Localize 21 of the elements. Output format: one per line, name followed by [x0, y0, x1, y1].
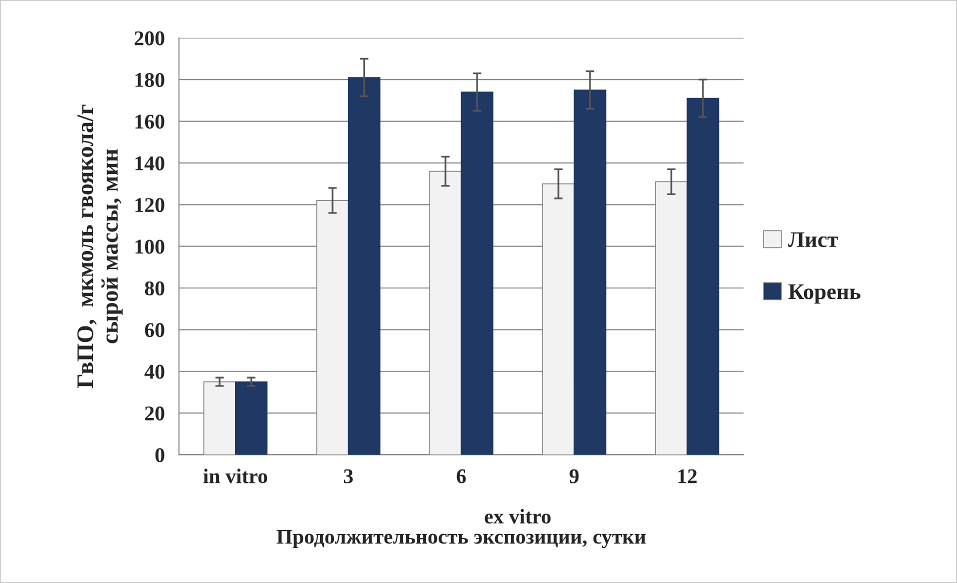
text: ex vitro	[484, 508, 551, 524]
y-tick-label: 40	[144, 364, 164, 379]
y-tick-label: 0	[155, 448, 164, 462]
x-tick-label: in vitro	[203, 468, 268, 484]
x-tick-label: 6	[456, 469, 466, 484]
y-tick-label: 160	[135, 114, 164, 129]
legend-label: Корень	[788, 284, 860, 304]
x-tick-label: 3	[344, 469, 353, 484]
y-tick-label: 180	[135, 72, 164, 88]
y-tick-label: 120	[135, 198, 164, 212]
y-tick-label: 100	[135, 240, 164, 254]
y-tick-label: 60	[144, 323, 164, 338]
y-tick-label: 200	[134, 31, 164, 46]
y-axis-title: ГвПО, мкмоль гвояколa/г сырой массы, мин	[77, 104, 123, 388]
x-axis-title: Продолжительность экспозиции, сутки	[276, 530, 646, 548]
y-tick-label: 140	[135, 156, 164, 170]
x-tick-label: 12	[678, 469, 697, 484]
y-tick-label: 80	[144, 281, 164, 296]
y-tick-label: 20	[145, 406, 164, 420]
x-tick-label: 9	[570, 469, 579, 484]
legend-label: Лист	[788, 232, 838, 248]
